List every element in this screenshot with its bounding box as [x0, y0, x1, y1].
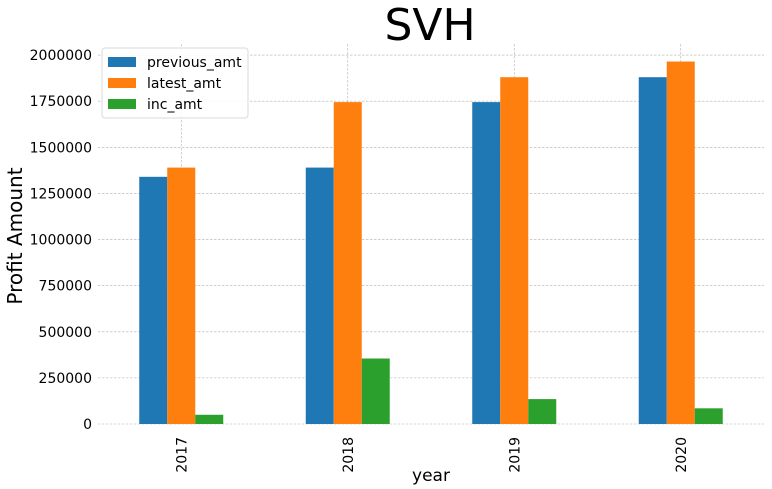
y-tick-label: 0	[83, 417, 92, 433]
bars	[139, 61, 723, 425]
bar-inc_amt-2017	[195, 414, 224, 424]
y-tick-label: 250000	[39, 371, 92, 387]
bar-latest_amt-2018	[333, 102, 362, 424]
bar-inc_amt-2019	[528, 399, 557, 424]
bar-previous_amt-2020	[638, 77, 667, 424]
legend-box	[101, 47, 249, 119]
legend: previous_amt latest_amt inc_amt	[101, 47, 249, 119]
y-tick-label: 1500000	[30, 140, 92, 156]
legend-label-inc_amt: inc_amt	[147, 97, 203, 113]
x-axis-ticks: 2017 2018 2019 2020	[174, 437, 690, 473]
bar-inc_amt-2018	[361, 358, 390, 424]
x-tick-label: 2020	[674, 437, 690, 473]
y-tick-label: 500000	[39, 325, 92, 341]
x-tick-label: 2018	[341, 437, 357, 473]
legend-label-latest_amt: latest_amt	[147, 76, 222, 92]
y-axis-ticks: 0 250000 500000 750000 1000000 1250000 1500000…	[30, 48, 92, 433]
bar-previous_amt-2019	[472, 102, 501, 424]
bar-latest_amt-2019	[500, 77, 529, 424]
bar-previous_amt-2017	[139, 176, 168, 424]
legend-swatch-previous_amt	[108, 57, 136, 67]
y-axis-label: Profit Amount	[3, 167, 27, 304]
legend-swatch-inc_amt	[108, 99, 136, 109]
bar-inc_amt-2020	[694, 408, 723, 424]
y-tick-label: 1000000	[30, 233, 92, 249]
x-tick-label: 2017	[174, 437, 190, 473]
y-tick-label: 1750000	[30, 94, 92, 110]
bar-previous_amt-2018	[305, 167, 334, 425]
x-tick-label: 2019	[507, 437, 523, 473]
legend-swatch-latest_amt	[108, 78, 136, 88]
bar-latest_amt-2017	[167, 167, 196, 425]
chart-title: SVH	[384, 0, 475, 51]
y-tick-label: 2000000	[30, 48, 92, 64]
bar-latest_amt-2020	[666, 61, 695, 425]
x-axis-label: year	[412, 466, 450, 486]
y-tick-label: 750000	[39, 279, 92, 295]
legend-label-previous_amt: previous_amt	[147, 55, 242, 71]
y-tick-label: 1250000	[30, 186, 92, 202]
